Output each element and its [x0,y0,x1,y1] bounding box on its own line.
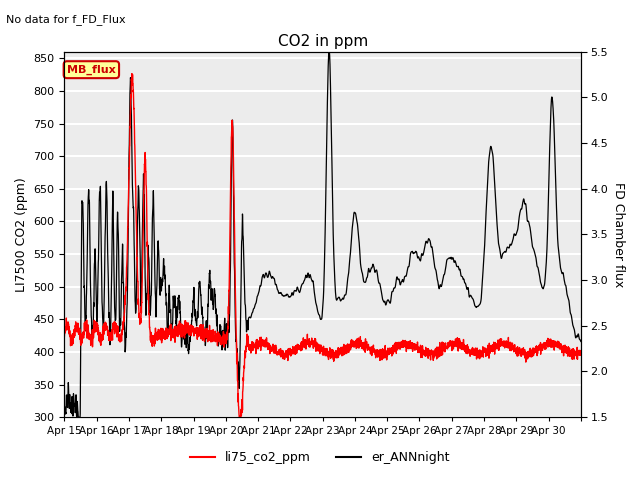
Y-axis label: FD Chamber flux: FD Chamber flux [612,182,625,287]
Text: No data for f_FD_Flux: No data for f_FD_Flux [6,14,126,25]
Title: CO2 in ppm: CO2 in ppm [278,34,368,49]
Text: MB_flux: MB_flux [67,64,116,75]
Y-axis label: LI7500 CO2 (ppm): LI7500 CO2 (ppm) [15,177,28,292]
Legend: li75_co2_ppm, er_ANNnight: li75_co2_ppm, er_ANNnight [186,446,454,469]
